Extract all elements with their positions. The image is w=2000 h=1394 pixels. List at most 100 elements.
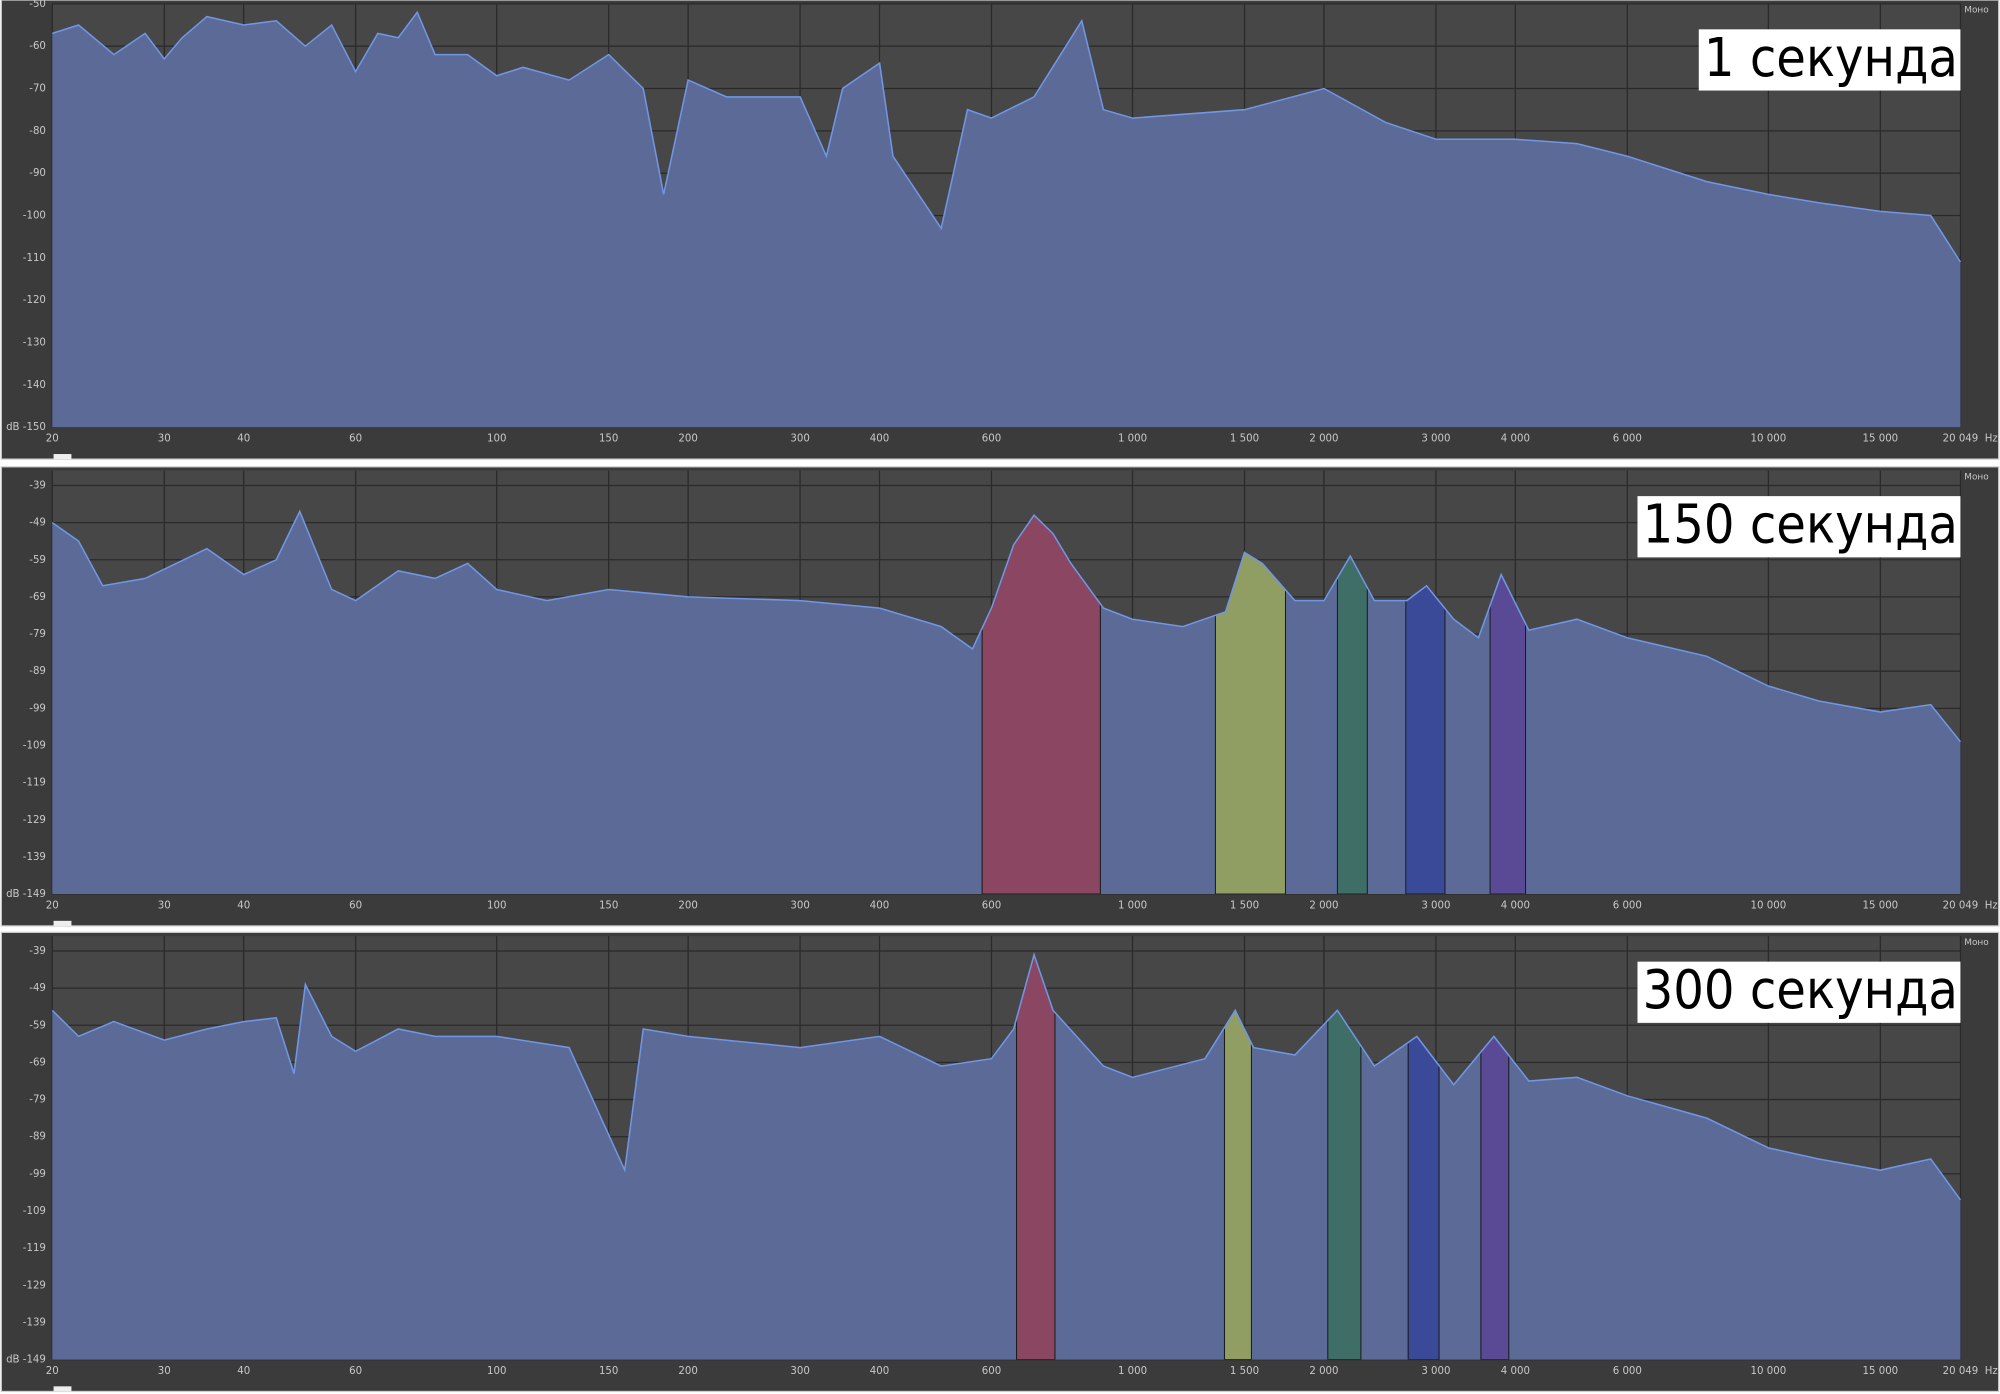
x-tick-label: 100 bbox=[487, 901, 506, 912]
y-tick-label: -99 bbox=[29, 1169, 46, 1180]
x-tick-label: 3 000 bbox=[1421, 901, 1450, 912]
x-tick-label: 300 bbox=[790, 1366, 809, 1377]
x-tick-label: 200 bbox=[678, 434, 697, 445]
y-tick-label: -60 bbox=[29, 41, 46, 52]
x-tick-label: 1 000 bbox=[1118, 1366, 1147, 1377]
y-tick-label: -110 bbox=[23, 253, 46, 264]
x-tick-label: 2 000 bbox=[1309, 901, 1338, 912]
x-tick-label: 60 bbox=[349, 1366, 362, 1377]
x-tick-label: 1 500 bbox=[1230, 901, 1259, 912]
x-tick-label: 20 bbox=[46, 901, 59, 912]
x-tick-label: 100 bbox=[487, 1366, 506, 1377]
y-tick-label: dB -149 bbox=[6, 889, 46, 900]
x-tick-label: 20 049 bbox=[1943, 1366, 1979, 1377]
x-tick-label: 10 000 bbox=[1751, 1366, 1787, 1377]
spectrum-line bbox=[51, 509, 1962, 743]
scroll-thumb bbox=[53, 920, 72, 926]
y-tick-label: -99 bbox=[29, 703, 46, 714]
y-tick-label: -120 bbox=[23, 295, 46, 306]
x-tick-label: 400 bbox=[870, 901, 889, 912]
channel-label: Моно bbox=[1964, 938, 1988, 948]
x-tick-label: 40 bbox=[237, 901, 250, 912]
highlight-band bbox=[1016, 954, 1056, 1360]
title-box bbox=[1698, 29, 1961, 91]
y-tick-label: -109 bbox=[23, 1206, 46, 1217]
x-tick-label: 1 500 bbox=[1230, 434, 1259, 445]
x-tick-label: 60 bbox=[349, 434, 362, 445]
panel-title: 150 секунда bbox=[1643, 493, 1958, 556]
x-tick-label: 20 bbox=[46, 1366, 59, 1377]
x-tick-label: 20 049 bbox=[1943, 434, 1979, 445]
y-tick-label: -79 bbox=[29, 1095, 46, 1106]
x-tick-label: 4 000 bbox=[1501, 901, 1530, 912]
x-tick-label: 40 bbox=[237, 434, 250, 445]
y-tick-label: -119 bbox=[23, 778, 46, 789]
y-tick-label: -100 bbox=[23, 211, 46, 222]
y-tick-label: -79 bbox=[29, 629, 46, 640]
x-tick-label: 600 bbox=[982, 434, 1001, 445]
y-tick-label: -49 bbox=[29, 518, 46, 529]
x-tick-label: 2 000 bbox=[1309, 1366, 1338, 1377]
y-tick-label: -39 bbox=[29, 946, 46, 957]
spectrum-area bbox=[52, 12, 1961, 428]
y-tick-label: -39 bbox=[29, 480, 46, 491]
spectrum-line bbox=[52, 10, 1962, 263]
scroll-thumb bbox=[53, 454, 72, 460]
x-tick-label: 1 500 bbox=[1230, 1366, 1259, 1377]
y-tick-label: -69 bbox=[29, 1057, 46, 1068]
x-tick-label: 20 bbox=[46, 434, 59, 445]
x-tick-label: 150 bbox=[599, 434, 618, 445]
x-tick-label: 1 000 bbox=[1118, 901, 1147, 912]
y-tick-label: -70 bbox=[29, 84, 46, 95]
x-tick-label: 3 000 bbox=[1421, 434, 1450, 445]
y-tick-label: -119 bbox=[23, 1243, 46, 1254]
x-unit: Hz bbox=[1985, 1366, 1998, 1377]
x-unit: Hz bbox=[1985, 434, 1998, 445]
spectrum-line bbox=[51, 952, 1962, 1201]
spectrum-panel: dB -149 -139 -129 -119 -109 -99 -89 -79 -69 -59 -4… bbox=[0, 931, 2000, 1393]
x-tick-label: 4 000 bbox=[1501, 434, 1530, 445]
x-tick-label: 200 bbox=[678, 1366, 697, 1377]
x-tick-label: 150 bbox=[599, 1366, 618, 1377]
y-tick-label: -130 bbox=[23, 338, 46, 349]
x-tick-label: 20 049 bbox=[1943, 901, 1979, 912]
panel-title: 1 секунда bbox=[1704, 26, 1958, 89]
x-tick-label: 400 bbox=[870, 1366, 889, 1377]
x-tick-label: 60 bbox=[349, 901, 362, 912]
x-tick-label: 300 bbox=[790, 434, 809, 445]
y-tick-label: -89 bbox=[29, 666, 46, 677]
x-tick-label: 600 bbox=[982, 1366, 1001, 1377]
x-tick-label: 4 000 bbox=[1501, 1366, 1530, 1377]
channel-label: Моно bbox=[1964, 472, 1988, 482]
x-tick-label: 150 bbox=[599, 901, 618, 912]
channel-label: Моно bbox=[1964, 6, 1988, 16]
y-tick-label: -90 bbox=[29, 168, 46, 179]
x-tick-label: 2 000 bbox=[1309, 434, 1338, 445]
x-tick-label: 6 000 bbox=[1613, 901, 1642, 912]
x-tick-label: 30 bbox=[158, 434, 171, 445]
x-tick-label: 1 000 bbox=[1118, 434, 1147, 445]
spectrum-panel: dB -150 -140 -130 -120 -110 -100 -90 -80 -70 -60 -… bbox=[0, 0, 2000, 460]
y-tick-label: dB -150 bbox=[6, 422, 46, 433]
highlight-band bbox=[1223, 954, 1252, 1360]
x-tick-label: 6 000 bbox=[1613, 434, 1642, 445]
y-tick-label: -109 bbox=[23, 740, 46, 751]
spectrum-panel: dB -149 -139 -129 -119 -109 -99 -89 -79 -69 -59 -4… bbox=[0, 466, 2000, 927]
y-tick-label: -59 bbox=[29, 555, 46, 566]
x-tick-label: 15 000 bbox=[1863, 1366, 1899, 1377]
y-tick-label: -50 bbox=[29, 0, 46, 10]
x-tick-label: 3 000 bbox=[1421, 1366, 1450, 1377]
panel-title: 300 секунда bbox=[1643, 958, 1958, 1021]
y-tick-label: -49 bbox=[29, 983, 46, 994]
x-tick-label: 10 000 bbox=[1751, 434, 1787, 445]
x-tick-label: 200 bbox=[678, 901, 697, 912]
y-tick-label: -129 bbox=[23, 815, 46, 826]
y-tick-label: -139 bbox=[23, 852, 46, 863]
title-box bbox=[1637, 961, 1961, 1023]
title-box bbox=[1637, 496, 1961, 558]
x-tick-label: 6 000 bbox=[1613, 1366, 1642, 1377]
x-tick-label: 40 bbox=[237, 1366, 250, 1377]
y-tick-label: -59 bbox=[29, 1020, 46, 1031]
x-tick-label: 30 bbox=[158, 901, 171, 912]
